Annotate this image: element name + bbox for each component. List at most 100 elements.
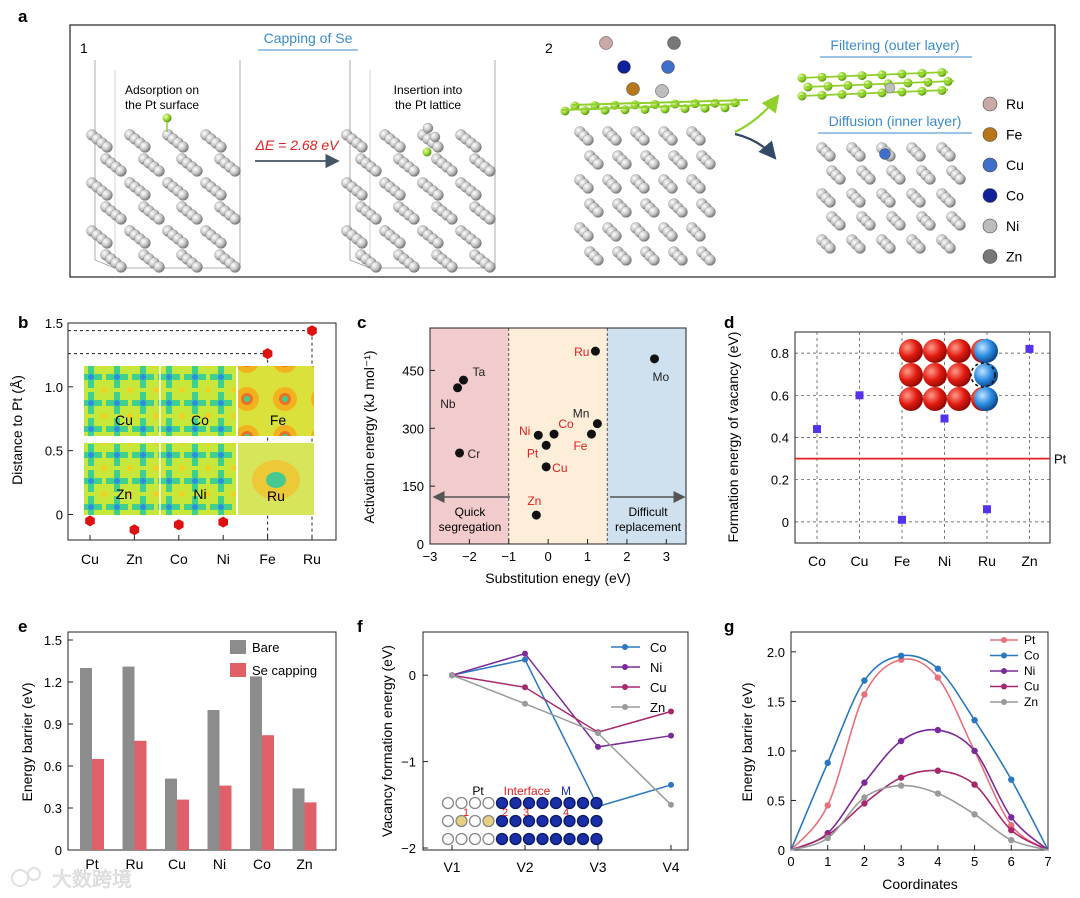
f-legend-label: Co [650,640,667,655]
pt-atom [446,165,458,177]
e-bar-bare-zn [292,788,305,850]
pt-slab-2 [341,60,496,273]
d-inset-pt-atom [899,387,923,411]
b-map-label: Ni [193,486,206,502]
c-point-label: Ni [519,424,530,438]
pt-atom [894,219,906,231]
panel-f: Vacancy formation energy (eV) −2 −1 0 V1 V2 V… [379,631,689,875]
f-inset-num: 2 [502,807,508,819]
g-point-zn [897,782,905,789]
pt-atom [610,230,622,242]
pt-atom [191,261,203,273]
pt-atom [215,189,227,201]
g-xtick-label: 3 [898,854,905,869]
c-point-label: Cr [468,447,481,461]
b-point-fe [262,348,273,360]
g-legend-label: Co [1024,649,1040,663]
g-legend-label: Pt [1024,633,1036,647]
g-point-cu [1008,826,1015,834]
pt-atom [229,261,241,273]
pt-atom [694,134,706,146]
adsorption-label-line2: the Pt surface [125,98,199,112]
f-point-cu [522,684,528,691]
f-xtick-label: V2 [516,859,533,875]
f-inset-atom [455,796,468,810]
d-xtick-label: Ni [938,553,951,569]
pt-atom [954,219,966,231]
f-inset-atom [576,814,590,828]
pt-atom [704,158,716,170]
pt-atom [638,134,650,146]
d-pt-reference-label: Pt [1054,452,1067,467]
c-point-co [549,429,559,439]
g-point-cu [971,781,978,788]
panel-letter-b: b [18,313,28,332]
f-inset-atom [468,832,482,846]
d-ytick-label: 0.8 [771,346,789,361]
g-point-zn [1008,836,1015,844]
f-inset-atom [536,796,549,810]
pt-atom [620,158,632,170]
pt-atom [191,213,203,225]
d-point-fe [898,515,906,524]
e-bar-bare-ni [207,710,220,850]
pt-atom [704,206,716,218]
pt-atom [666,134,678,146]
panel-letter-f: f [357,617,363,636]
pt-atom [592,254,604,266]
dopant-atom-fe [626,82,640,96]
f-inset-atom [563,814,576,828]
g-line-zn [790,784,1049,851]
f-inset-atom [455,832,468,846]
c-point-label: Co [558,417,574,431]
pt-atom [153,213,165,225]
g-legend-marker [1001,637,1007,643]
pt-slab-1 [86,60,241,273]
watermark: 大数跨境 [11,867,132,891]
pt-atom [944,150,956,162]
f-inset-interface: Interface [504,784,551,798]
d-xtick-label: Zn [1021,553,1037,569]
g-ytick-label: 2.0 [767,645,785,660]
pt-atom [854,196,866,208]
f-legend-marker [622,704,628,710]
pt-atom [215,237,227,249]
pt-atom [408,213,420,225]
f-inset-num: 3 [523,807,529,819]
pt-atom [408,261,420,273]
d-inset-pt-atom [899,339,923,363]
f-point-zn [668,801,674,808]
pt-atom [666,230,678,242]
d-ytick-label: 0.2 [771,473,789,488]
panel-d: Formation energy of vacancy (eV) 0 0.2 0.4… [725,331,1067,569]
f-line-zn [451,674,672,806]
f-legend-label: Ni [650,660,662,675]
b-ytick-label: 1.0 [45,380,63,395]
f-inset-atom [563,832,576,846]
panel-letter-d: d [724,313,734,332]
f-ytick-label: 0 [409,668,416,683]
f-inset-atom [590,796,603,810]
c-point-nb [453,383,463,393]
b-xtick-label: Zn [126,551,142,567]
pt-atom [914,196,926,208]
se-bond [571,99,749,106]
g-ytick-label: 1.0 [767,744,785,759]
se-atom [600,105,610,115]
pt-atom [648,254,660,266]
legend-dot-ru [982,96,998,112]
c-points: Ta Nb Cr Ru Mo Mn Fe Co Ni Pt Cu Zn [440,345,669,520]
e-legend-label: Bare [252,640,279,655]
g-point-ni [934,726,942,734]
pt-atom [894,173,906,185]
se-atom [570,101,580,111]
g-lines [790,652,1049,851]
g-point-co [861,677,868,684]
b-xtick-label: Co [170,551,188,567]
c-ytick-label: 450 [402,363,424,378]
pt-atom [408,165,420,177]
c-point-ru [590,346,600,356]
d-xtick-label: Co [808,553,826,569]
g-point-ni [971,747,978,755]
